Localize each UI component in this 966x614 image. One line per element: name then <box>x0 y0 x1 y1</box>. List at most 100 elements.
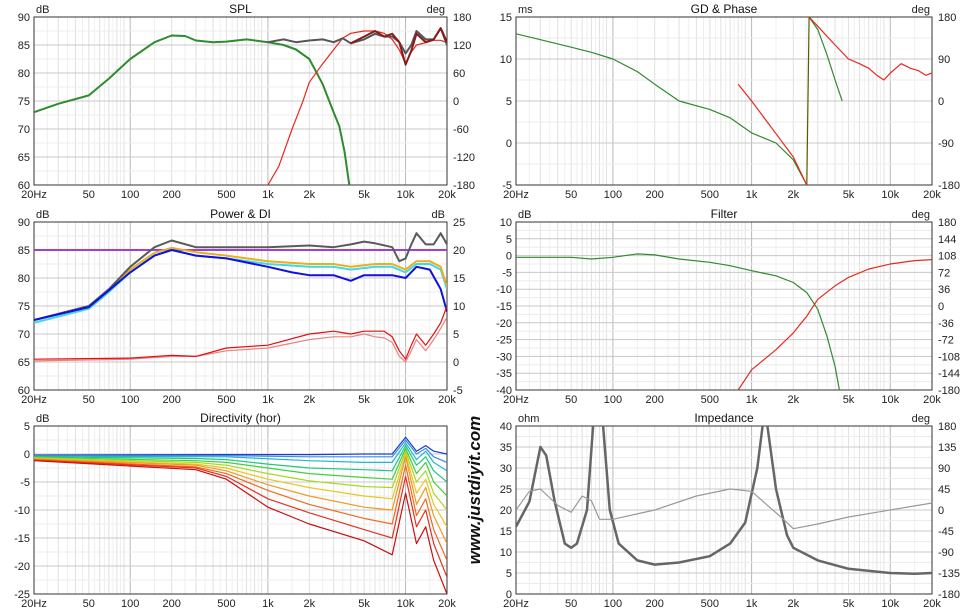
directivity-series-2 <box>34 442 447 472</box>
filter-series-1 <box>737 259 932 390</box>
chart-title: Filter <box>711 207 738 221</box>
x-tick-label: 5k <box>358 598 370 610</box>
x-tick-label: 20Hz <box>21 189 47 201</box>
x-tick-label: 200 <box>645 189 663 201</box>
gdphase-series-3 <box>737 83 808 185</box>
y-tick-label: 15 <box>500 12 512 24</box>
y2-tick-label: 10 <box>453 301 465 313</box>
x-tick-label: 500 <box>701 189 719 201</box>
x-tick-label: 20k <box>438 598 456 610</box>
spl-series-2 <box>267 27 447 55</box>
y2-tick-label: 0 <box>938 96 944 108</box>
y2-tick-label: 0 <box>938 505 944 517</box>
impedance-series-2 <box>766 426 932 576</box>
y2-tick-label: 0 <box>453 96 459 108</box>
y-tick-label: -25 <box>14 589 30 601</box>
x-tick-label: 10k <box>397 598 415 610</box>
y2-unit-label: deg <box>912 209 930 221</box>
y-tick-label: 0 <box>506 589 512 601</box>
powerdi-series-5 <box>34 316 447 363</box>
x-tick-label: 200 <box>162 598 180 610</box>
x-tick-label: 5k <box>358 189 370 201</box>
y2-tick-label: 90 <box>938 54 950 66</box>
y2-tick-label: -90 <box>938 138 954 150</box>
y-tick-label: -5 <box>502 267 512 279</box>
y2-tick-label: 180 <box>453 12 471 24</box>
x-tick-label: 1k <box>262 598 274 610</box>
y-tick-label: -10 <box>496 284 512 296</box>
y-unit-label: dB <box>36 4 49 16</box>
y-tick-label: 85 <box>18 245 30 257</box>
y-tick-label: -40 <box>496 385 512 397</box>
x-tick-label: 200 <box>162 189 180 201</box>
powerdi-series-2 <box>34 246 447 321</box>
x-tick-label: 500 <box>701 394 719 406</box>
y2-tick-label: 0 <box>453 357 459 369</box>
y-tick-label: -30 <box>496 351 512 363</box>
y2-tick-label: 0 <box>938 301 944 313</box>
x-tick-label: 10k <box>881 189 899 201</box>
x-tick-label: 2k <box>788 394 800 406</box>
x-tick-label: 20Hz <box>21 394 47 406</box>
x-tick-label: 20Hz <box>503 189 529 201</box>
y-tick-label: 25 <box>500 484 512 496</box>
gdphase-series-0 <box>516 33 808 185</box>
x-tick-label: 10k <box>881 394 899 406</box>
y-tick-label: -10 <box>14 505 30 517</box>
x-tick-label: 200 <box>645 394 663 406</box>
y-tick-label: -20 <box>14 561 30 573</box>
chart-title: Power & DI <box>210 207 271 221</box>
x-tick-label: 100 <box>604 394 622 406</box>
x-tick-label: 5k <box>843 394 855 406</box>
gdphase-series-2 <box>808 17 843 102</box>
y2-tick-label: -180 <box>938 589 960 601</box>
y-tick-label: 35 <box>500 442 512 454</box>
chart-title: Directivity (hor) <box>200 411 281 425</box>
y2-tick-label: 72 <box>938 267 950 279</box>
y2-tick-label: 20 <box>453 245 465 257</box>
y-tick-label: 85 <box>18 40 30 52</box>
x-tick-label: 10k <box>397 189 415 201</box>
x-tick-label: 50 <box>83 189 95 201</box>
x-tick-label: 20k <box>438 189 456 201</box>
y-tick-label: 75 <box>18 301 30 313</box>
y2-tick-label: -135 <box>938 568 960 580</box>
x-tick-label: 1k <box>262 394 274 406</box>
y-tick-label: 0 <box>506 251 512 263</box>
y-tick-label: -5 <box>502 180 512 192</box>
y-tick-label: 40 <box>500 421 512 433</box>
x-tick-label: 500 <box>217 598 235 610</box>
y2-tick-label: -144 <box>938 368 960 380</box>
x-tick-label: 50 <box>565 394 577 406</box>
y2-tick-label: 180 <box>938 217 956 229</box>
x-tick-label: 2k <box>788 598 800 610</box>
y2-unit-label: deg <box>912 4 930 16</box>
y2-tick-label: -72 <box>938 335 954 347</box>
y-tick-label: -5 <box>20 477 30 489</box>
directivity-series-7 <box>34 456 447 544</box>
y-tick-label: 0 <box>506 138 512 150</box>
directivity-series-8 <box>34 459 447 561</box>
x-tick-label: 2k <box>788 189 800 201</box>
y-tick-label: -15 <box>496 301 512 313</box>
y2-unit-label: deg <box>912 413 930 425</box>
y-tick-label: -25 <box>496 335 512 347</box>
x-tick-label: 20k <box>923 598 941 610</box>
y-tick-label: 90 <box>18 217 30 229</box>
y2-tick-label: -120 <box>453 152 475 164</box>
y-unit-label: dB <box>518 209 531 221</box>
x-tick-label: 100 <box>604 598 622 610</box>
y2-tick-label: -108 <box>938 351 960 363</box>
y-tick-label: 30 <box>500 463 512 475</box>
directivity-series-10 <box>34 460 447 594</box>
powerdi-series-4 <box>34 249 447 321</box>
y-tick-label: 5 <box>506 568 512 580</box>
y-tick-label: 80 <box>18 68 30 80</box>
y-tick-label: 0 <box>24 449 30 461</box>
y-tick-label: 20 <box>500 505 512 517</box>
gdphase-series-4 <box>808 17 932 81</box>
